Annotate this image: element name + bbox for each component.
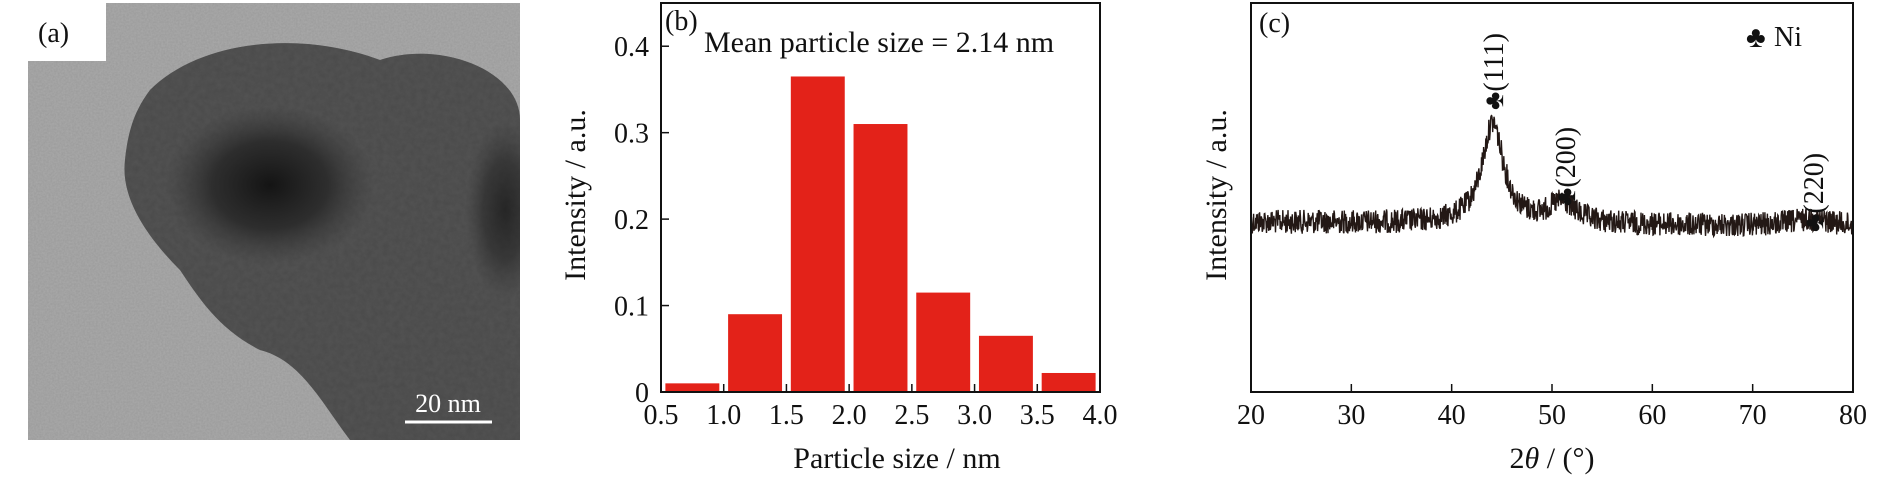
histogram-x-tick-label: 3.0 [957, 400, 992, 431]
histogram-bars [665, 76, 1096, 393]
histogram-bar [728, 314, 783, 392]
histogram-y-tick-label: 0.3 [614, 119, 649, 150]
histogram-plot-frame [660, 2, 1101, 393]
histogram-x-tick-label: 2.0 [832, 400, 867, 431]
histogram-y-tick-label: 0.2 [614, 205, 649, 236]
histogram-bar [665, 383, 720, 392]
xrd-x-ticks: 20 30 40 50 60 70 80 [1237, 384, 1867, 431]
xrd-x-tick-label: 20 [1237, 400, 1265, 431]
xrd-peak-labels: ♣(111) ♣(200) ♣(220) [1479, 33, 1830, 232]
histogram-y-tick-label: 0.1 [614, 292, 649, 323]
xrd-chart: 20 30 40 50 60 70 80 ♣(111)♣(200) ♣(220) (c) ♣ … [1200, 2, 1867, 475]
xrd-peak-label: ♣(220) [1799, 153, 1830, 232]
histogram-x-tick-label: 1.5 [769, 400, 804, 431]
tem-micrograph: (a) 20 nm [28, 3, 520, 440]
histogram-x-tick-label: 4.0 [1083, 400, 1118, 431]
xrd-peak-label: ♣(200) [1551, 127, 1582, 206]
histogram-bar [978, 335, 1033, 392]
xrd-x-tick-label: 60 [1638, 400, 1666, 431]
histogram-x-tick-label: 3.5 [1020, 400, 1055, 431]
histogram-bar [916, 292, 971, 392]
histogram-y-axis-title: Intensity / a.u. [559, 109, 592, 281]
histogram-x-tick-label: 0.5 [644, 400, 679, 431]
histogram-y-tick-label: 0.4 [614, 32, 649, 63]
histogram-x-ticks: 0.5 1.0 1.5 2.0 2.5 3.0 3.5 4.0 [644, 384, 1118, 431]
xrd-x-tick-label: 40 [1438, 400, 1466, 431]
tem-label-box [28, 3, 106, 61]
xrd-peak-label: ♣(111) [1479, 33, 1510, 110]
xrd-x-tick-label: 80 [1839, 400, 1867, 431]
legend-club-icon: ♣ [1746, 21, 1766, 54]
histogram-panel-label: (b) [665, 6, 698, 37]
xrd-x-tick-label: 50 [1538, 400, 1566, 431]
xrd-pattern-line [1250, 114, 1854, 239]
histogram-x-axis-title: Particle size / nm [793, 442, 1000, 475]
xrd-panel-label: (c) [1259, 8, 1290, 39]
histogram-bar [1041, 372, 1096, 392]
xrd-plot-frame [1250, 2, 1854, 393]
histogram-y-tick-label: 0 [635, 378, 649, 409]
tem-panel-label: (a) [38, 18, 69, 49]
histogram-x-tick-label: 2.5 [894, 400, 929, 431]
histogram-bar [790, 76, 845, 392]
scale-bar-label: 20 nm [415, 389, 481, 418]
histogram-bar [853, 124, 908, 393]
histogram-annotation: Mean particle size = 2.14 nm [704, 26, 1054, 59]
histogram-chart: 0.5 1.0 1.5 2.0 2.5 3.0 3.5 4.0 0 0.1 0.2 0.3 0.4 (… [559, 2, 1118, 475]
legend-label-ni: Ni [1774, 22, 1802, 53]
histogram-x-tick-label: 1.0 [706, 400, 741, 431]
histogram-y-ticks: 0 0.1 0.2 0.3 0.4 [614, 32, 669, 409]
xrd-x-tick-label: 30 [1337, 400, 1365, 431]
xrd-x-axis-title: 2θ / (°) [1509, 442, 1594, 475]
xrd-y-axis-title: Intensity / a.u. [1200, 109, 1233, 281]
xrd-x-tick-label: 70 [1739, 400, 1767, 431]
